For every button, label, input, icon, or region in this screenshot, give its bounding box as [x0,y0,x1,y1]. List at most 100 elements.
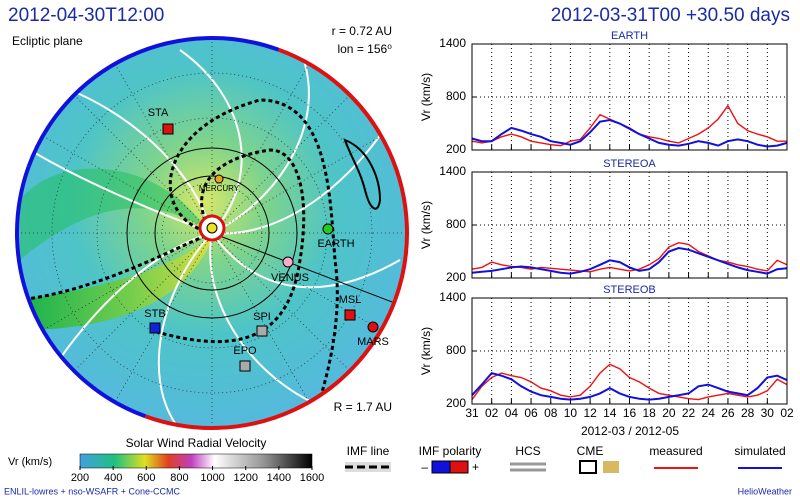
bodies: STA MERCURY EARTH VENUS MSL MARS STB SPI EPO [144,107,389,372]
map-radius: r = 0.72 AU [332,24,392,38]
series-line [471,241,788,273]
y-axis-label: Vr (km/s) [419,201,433,249]
colorbar-tick-label: 1400 [267,472,291,484]
body-label: STB [144,308,165,320]
body-label: SPI [253,311,271,323]
series-line [471,363,788,401]
panel-title: STEREOA [603,158,656,170]
legend-cme: CME [577,444,604,458]
body-label: VENUS [271,272,309,284]
panel-title: STEREOB [603,284,656,296]
footer-left: ENLIL-lowres + nso-WSAFR + Cone-CCMC [4,486,181,496]
y-tick-label: 1400 [439,290,466,304]
colorbar-tick-label: 600 [137,472,155,484]
legend-swatch [603,461,619,473]
y-tick-label: 200 [446,142,466,156]
y-tick-label: 800 [446,89,466,103]
legend-plus: + [472,460,479,474]
legend-swatch [345,462,391,472]
legend-swatch [449,460,469,474]
body-marker [282,256,294,268]
body-label: STA [148,107,169,119]
body-marker [256,325,268,337]
chart-title: 2012-03-31T00 +30.50 days [551,5,790,26]
y-axis-label: Vr (km/s) [419,327,433,375]
body-marker [162,123,174,135]
y-tick-label: 1400 [439,164,466,178]
body-label: MSL [339,294,362,306]
x-tick-label: 18 [643,406,657,420]
colorbar-tick-label: 200 [71,472,89,484]
x-tick-label: 24 [702,406,716,420]
y-tick-label: 200 [446,396,466,410]
body-label: MERCURY [199,184,240,193]
x-tick-label: 20 [662,406,676,420]
colorbar-tick-label: 1600 [300,472,324,484]
sun-core [206,222,218,234]
x-tick-label: 04 [505,406,519,420]
colorbar-title: Solar Wind Radial Velocity [126,436,267,450]
plot-frame [471,171,788,279]
x-axis-label: 2012-03 / 2012-05 [581,424,679,438]
map-title: 2012-04-30T12:00 [8,5,164,26]
panel-title: EARTH [611,30,648,42]
x-tick-label: 10 [564,406,578,420]
legend-imf-line: IMF line [347,444,390,458]
body-label: MARS [357,336,389,348]
y-axis-label: Vr (km/s) [419,73,433,121]
x-tick-label: 06 [524,406,538,420]
colorbar-tick-label: 1200 [233,472,257,484]
legend-hcs: HCS [515,444,540,458]
legend-label: measured [649,444,702,458]
x-tick-label: 02 [780,406,794,420]
x-tick-label: 26 [721,406,735,420]
y-tick-label: 800 [446,343,466,357]
colorbar-tick-label: 400 [104,472,122,484]
polar-grid [17,38,407,428]
plot-frame [471,43,788,151]
x-tick-label: 30 [761,406,775,420]
plot-frame [471,297,788,405]
x-tick-label: 12 [583,406,597,420]
x-tick-label: 02 [485,406,499,420]
body-label: EARTH [317,238,354,250]
cme-outline [343,138,382,210]
colorbar-tick-label: 800 [170,472,188,484]
legend: measured simulated [649,444,786,469]
x-tick-label: 14 [603,406,617,420]
body-marker [239,360,251,372]
hcs [19,98,339,428]
legend-minus: – [421,460,428,474]
map-label: Ecliptic plane [12,34,83,48]
x-tick-label: 22 [682,406,696,420]
legend-label: simulated [734,444,785,458]
map-lon: lon = 156⁰ [337,42,392,56]
series-line [471,246,788,275]
body-marker [344,309,356,321]
x-tick-label: 28 [741,406,755,420]
y-tick-label: 200 [446,270,466,284]
body-marker [149,322,161,334]
colorbar [79,453,313,469]
ecliptic-map [15,36,409,430]
x-tick-label: 08 [544,406,558,420]
body-marker [367,321,379,333]
time-series: EARTH Vr (km/s) 200 800 1400 STEREOA Vr (km/s)… [419,30,794,420]
y-tick-label: 1400 [439,36,466,50]
x-tick-label: 31 [465,406,479,420]
body-marker [322,223,334,235]
legend-swatch [579,460,597,474]
body-marker [214,174,224,184]
x-tick-label: 16 [623,406,637,420]
footer-right: HelioWeather [738,486,792,496]
legend-swatch [431,460,451,474]
body-label: EPO [233,345,257,357]
map-range: R = 1.7 AU [334,400,392,414]
colorbar-tick-label: 1000 [200,472,224,484]
y-tick-label: 800 [446,217,466,231]
fast-wind [20,232,215,330]
colorbar-ticks: 200 400 600 800 1000 1200 1400 1600 [71,466,324,484]
series-line [471,118,788,148]
fast-wind [20,168,205,260]
